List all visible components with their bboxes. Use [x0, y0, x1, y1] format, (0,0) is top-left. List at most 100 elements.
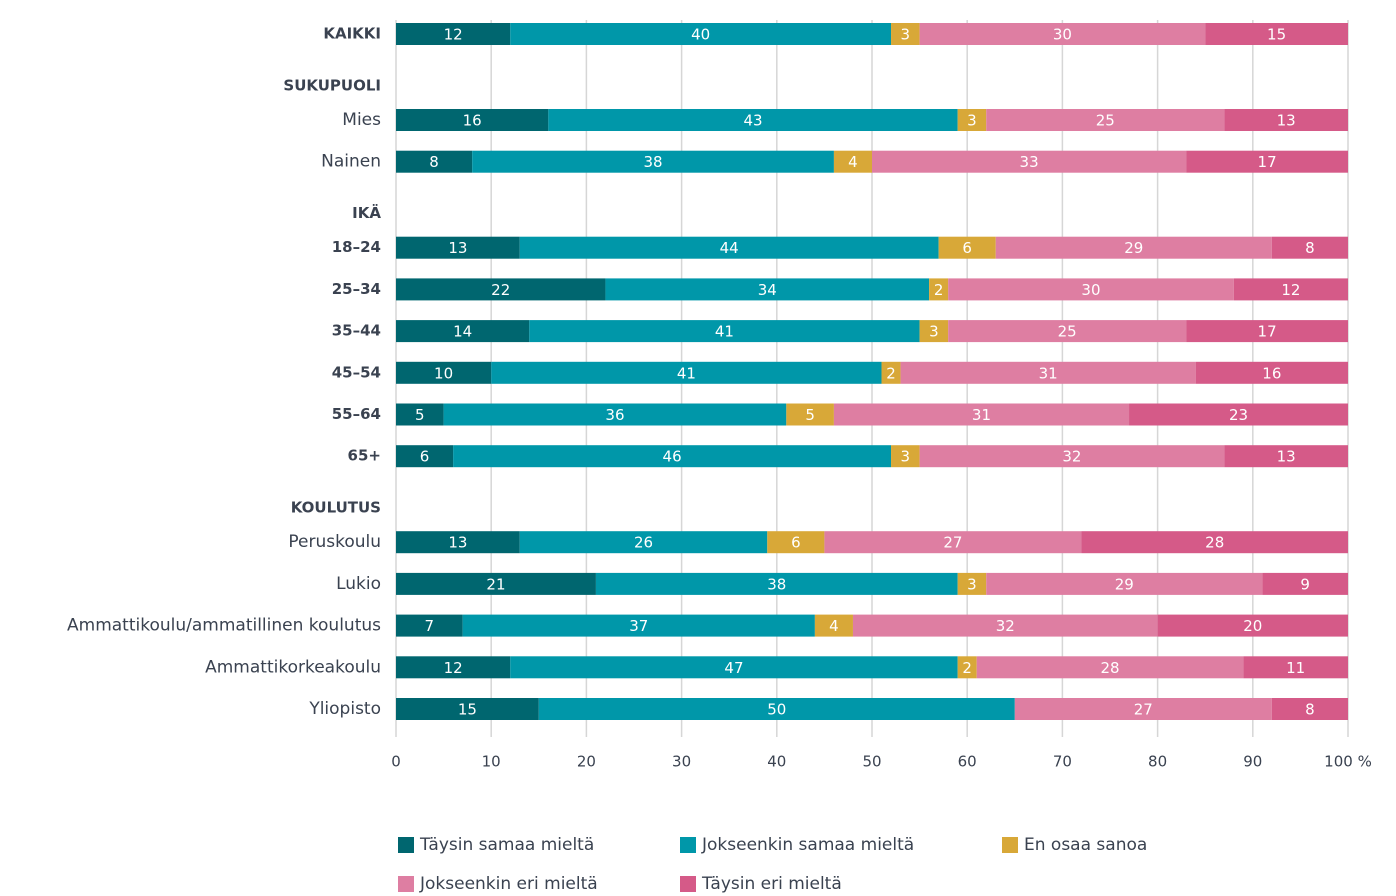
value-label: 32 [1062, 448, 1081, 466]
value-label: 2 [934, 281, 944, 299]
category-label: Ammattikorkeakoulu [205, 657, 381, 677]
value-label: 31 [972, 406, 991, 424]
value-label: 46 [663, 448, 682, 466]
value-label: 13 [448, 239, 467, 257]
value-label: 6 [791, 534, 801, 552]
value-label: 30 [1053, 26, 1072, 44]
bar-segment [1271, 698, 1348, 720]
value-label: 16 [1262, 364, 1281, 382]
bar-segment [852, 614, 1158, 637]
legend-label: Jokseenkin eri mieltä [419, 874, 598, 894]
x-tick-label: 70 [1053, 753, 1072, 771]
bar-segment [510, 656, 958, 679]
bar-segment [948, 278, 1234, 301]
bar-segment [462, 614, 815, 637]
bar-segment [1081, 531, 1348, 554]
bar-segment [396, 320, 530, 343]
legend-label: Jokseenkin samaa mieltä [701, 835, 914, 855]
bar-segment [396, 236, 520, 259]
bar-segment [519, 531, 768, 554]
value-label: 28 [1205, 534, 1224, 552]
bar-segment [1233, 278, 1348, 301]
value-label: 11 [1286, 659, 1305, 677]
category-label: SUKUPUOLI [283, 77, 381, 95]
bar-segment [548, 109, 958, 131]
value-label: 5 [415, 406, 425, 424]
bar-segment [814, 614, 853, 637]
bar-segment [833, 150, 872, 173]
bar-segment [1224, 109, 1348, 131]
legend-label: En osaa sanoa [1024, 835, 1147, 855]
value-label: 16 [463, 112, 482, 130]
bar-segment [872, 150, 1187, 173]
value-label: 17 [1258, 153, 1277, 171]
bar-segment [919, 23, 1206, 45]
x-tick-label: 10 [482, 753, 501, 771]
value-label: 3 [901, 448, 911, 466]
value-label: 12 [444, 26, 463, 44]
value-label: 17 [1258, 323, 1277, 341]
bar-segment [396, 361, 492, 384]
value-label: 26 [634, 534, 653, 552]
legend-swatch [398, 876, 414, 892]
value-label: 2 [886, 364, 896, 382]
bar-segment [1186, 320, 1348, 343]
value-label: 12 [1281, 281, 1300, 299]
value-label: 6 [420, 448, 430, 466]
value-label: 25 [1058, 323, 1077, 341]
bar-segment [919, 445, 1225, 468]
value-label: 20 [1243, 617, 1262, 635]
value-label: 15 [1267, 26, 1286, 44]
value-label: 44 [720, 239, 739, 257]
bar-segment [1262, 572, 1348, 595]
category-label: KAIKKI [323, 25, 381, 43]
bar-segment [891, 23, 920, 45]
bar-segment [396, 150, 473, 173]
bar-segment [948, 320, 1187, 343]
category-label: 35–44 [332, 322, 381, 340]
value-label: 25 [1096, 112, 1115, 130]
value-label: 41 [715, 323, 734, 341]
value-label: 38 [643, 153, 662, 171]
bar-segment [1186, 150, 1348, 173]
legend-swatch [398, 837, 414, 853]
bar-segment [396, 614, 463, 637]
x-tick-label: 0 [391, 753, 401, 771]
value-label: 9 [1300, 575, 1310, 593]
bar-segment [833, 403, 1130, 426]
value-label: 36 [605, 406, 624, 424]
bar-segment [396, 572, 596, 595]
bar-segment [519, 236, 939, 259]
category-label: 45–54 [332, 363, 381, 381]
value-label: 14 [453, 323, 472, 341]
value-label: 3 [929, 323, 939, 341]
bar-segment [881, 361, 901, 384]
bar-segment [396, 656, 511, 679]
bar-segment [472, 150, 834, 173]
value-label: 3 [967, 112, 977, 130]
bar-segment [767, 531, 825, 554]
bar-segment [891, 445, 920, 468]
value-label: 6 [962, 239, 972, 257]
bar-segment [396, 403, 444, 426]
x-tick-label: 80 [1148, 753, 1167, 771]
category-label: 55–64 [332, 405, 381, 423]
category-label: 25–34 [332, 280, 381, 298]
value-label: 27 [943, 534, 962, 552]
bar-segment [396, 698, 539, 720]
bar-segment [1243, 656, 1348, 679]
legend-swatch [1002, 837, 1018, 853]
value-label: 50 [767, 701, 786, 719]
category-label: Lukio [336, 574, 381, 594]
value-label: 15 [458, 701, 477, 719]
bar-segment [510, 23, 892, 45]
category-label: Peruskoulu [288, 532, 381, 552]
bar-segment [396, 278, 606, 301]
value-label: 29 [1124, 239, 1143, 257]
bar-segment [986, 572, 1263, 595]
bar-segment [786, 403, 834, 426]
bar-segment [529, 320, 920, 343]
value-label: 37 [629, 617, 648, 635]
bar-segment [538, 698, 1015, 720]
bar-segment [443, 403, 787, 426]
